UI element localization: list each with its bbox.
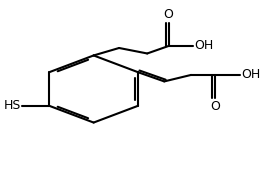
Text: O: O	[164, 8, 173, 21]
Text: OH: OH	[194, 40, 214, 53]
Text: OH: OH	[241, 68, 260, 81]
Text: O: O	[210, 100, 220, 113]
Text: HS: HS	[3, 99, 21, 112]
